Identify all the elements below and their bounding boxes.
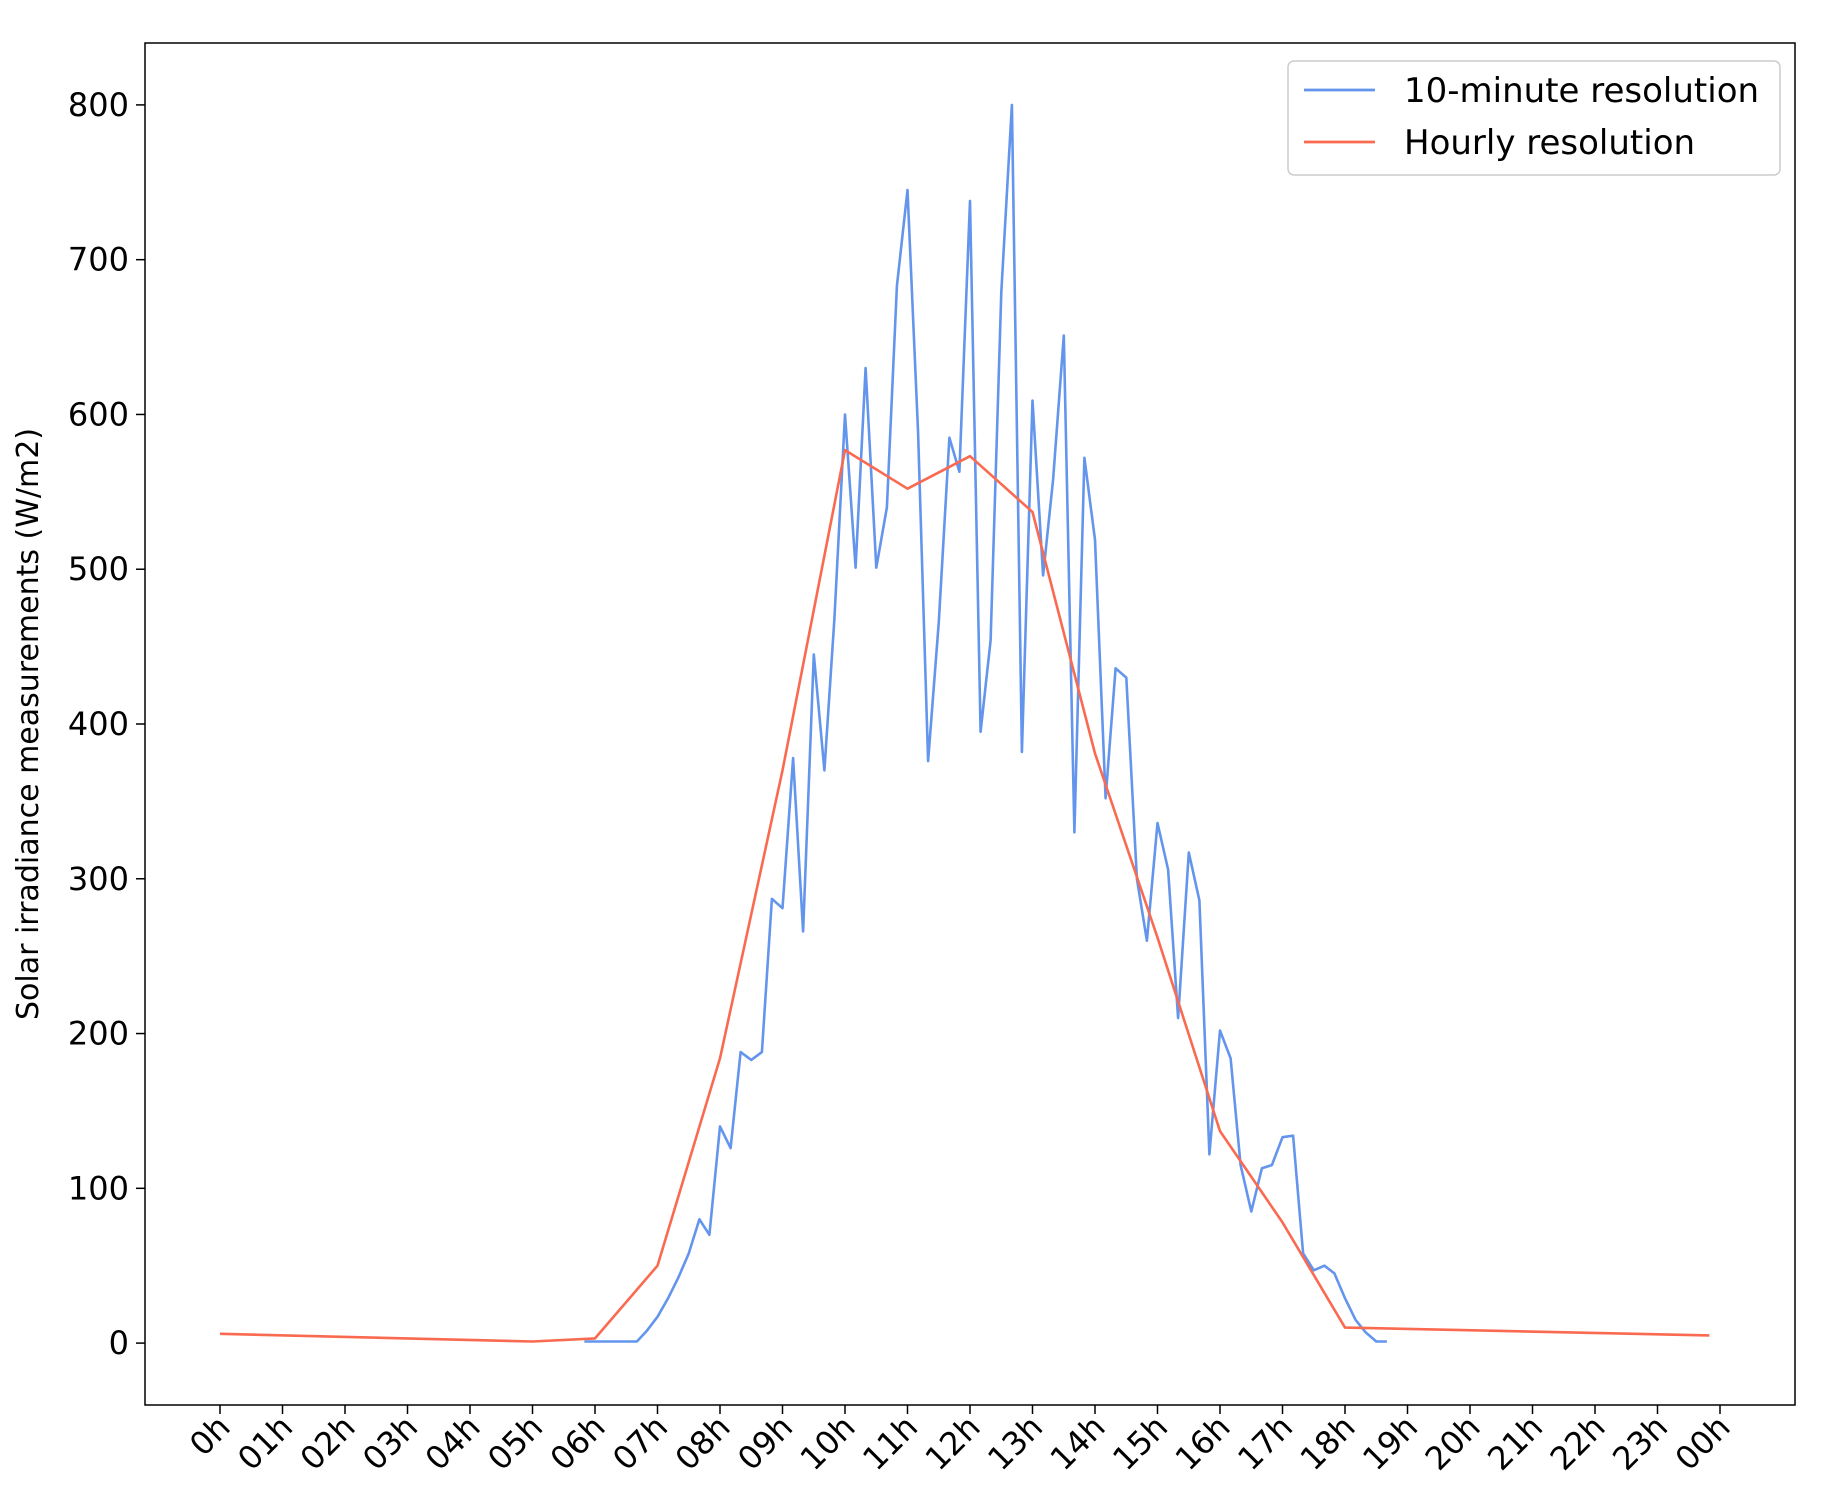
y-tick-label: 400 <box>68 705 129 743</box>
y-tick-label: 600 <box>68 395 129 433</box>
series-layer <box>219 103 1710 1343</box>
legend-label-1: Hourly resolution <box>1404 123 1695 163</box>
y-axis-label: Solar irradiance measurements (W/m2) <box>11 428 46 1020</box>
y-tick-label: 0 <box>109 1324 129 1362</box>
legend-box <box>1287 60 1781 176</box>
series-line-0 <box>584 103 1387 1343</box>
y-tick-label: 800 <box>68 86 129 124</box>
y-tick-label: 700 <box>68 241 129 279</box>
legend: 10-minute resolution Hourly resolution <box>1287 60 1781 176</box>
y-tick-label: 300 <box>68 860 129 898</box>
y-tick-label: 500 <box>68 550 129 588</box>
legend-label-0: 10-minute resolution <box>1404 71 1759 111</box>
y-tick-label: 200 <box>68 1015 129 1053</box>
y-tick-label: 100 <box>68 1169 129 1207</box>
y-axis: 0 100 200 300 400 500 600 700 800 <box>68 86 145 1362</box>
series-line-1 <box>219 448 1710 1343</box>
